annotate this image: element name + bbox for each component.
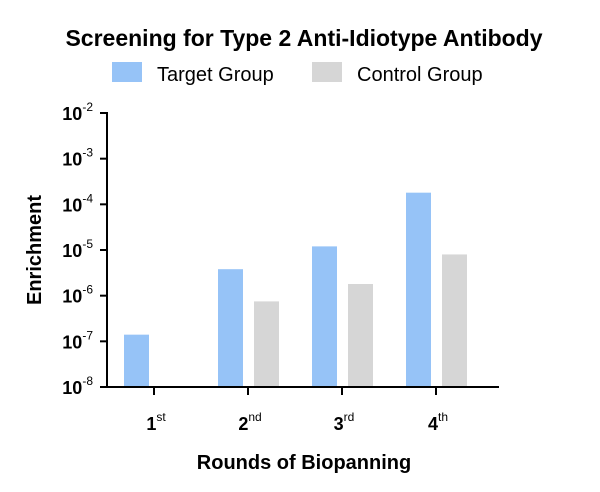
bar-target-1 xyxy=(124,334,149,387)
bar-target-4 xyxy=(406,192,431,387)
y-tick-label: 10-4 xyxy=(62,191,93,215)
y-tick-label: 10-7 xyxy=(62,328,93,352)
chart-title: Screening for Type 2 Anti-Idiotype Antib… xyxy=(65,25,542,51)
legend: Target Group Control Group xyxy=(112,62,483,86)
legend-swatch-control xyxy=(312,62,342,82)
y-tick-label: 10-6 xyxy=(62,283,93,307)
y-tick-label: 10-2 xyxy=(62,100,93,124)
y-tick-label: 10-3 xyxy=(62,146,93,170)
x-tick-label: 3rd xyxy=(334,410,355,434)
bars-group xyxy=(124,192,467,387)
legend-swatch-target xyxy=(112,62,142,82)
bar-control-3 xyxy=(348,284,373,387)
legend-label-control: Control Group xyxy=(357,64,483,86)
x-tick-label: 1st xyxy=(146,410,166,434)
y-tick-label: 10-5 xyxy=(62,237,93,261)
y-axis-ticks: 10-2 10-3 10-4 10-5 10-6 10-7 10-8 xyxy=(62,100,107,398)
x-tick-label: 2nd xyxy=(238,410,261,434)
y-axis-title: Enrichment xyxy=(24,195,46,305)
bar-target-2 xyxy=(218,269,243,387)
x-axis-title: Rounds of Biopanning xyxy=(197,452,411,474)
bar-control-4 xyxy=(442,254,467,387)
legend-label-target: Target Group xyxy=(157,64,274,86)
bar-control-2 xyxy=(254,301,279,387)
x-axis-ticks: 1st 2nd 3rd 4th xyxy=(146,387,448,434)
bar-target-3 xyxy=(312,246,337,387)
y-tick-label: 10-8 xyxy=(62,374,93,398)
x-tick-label: 4th xyxy=(428,410,448,434)
